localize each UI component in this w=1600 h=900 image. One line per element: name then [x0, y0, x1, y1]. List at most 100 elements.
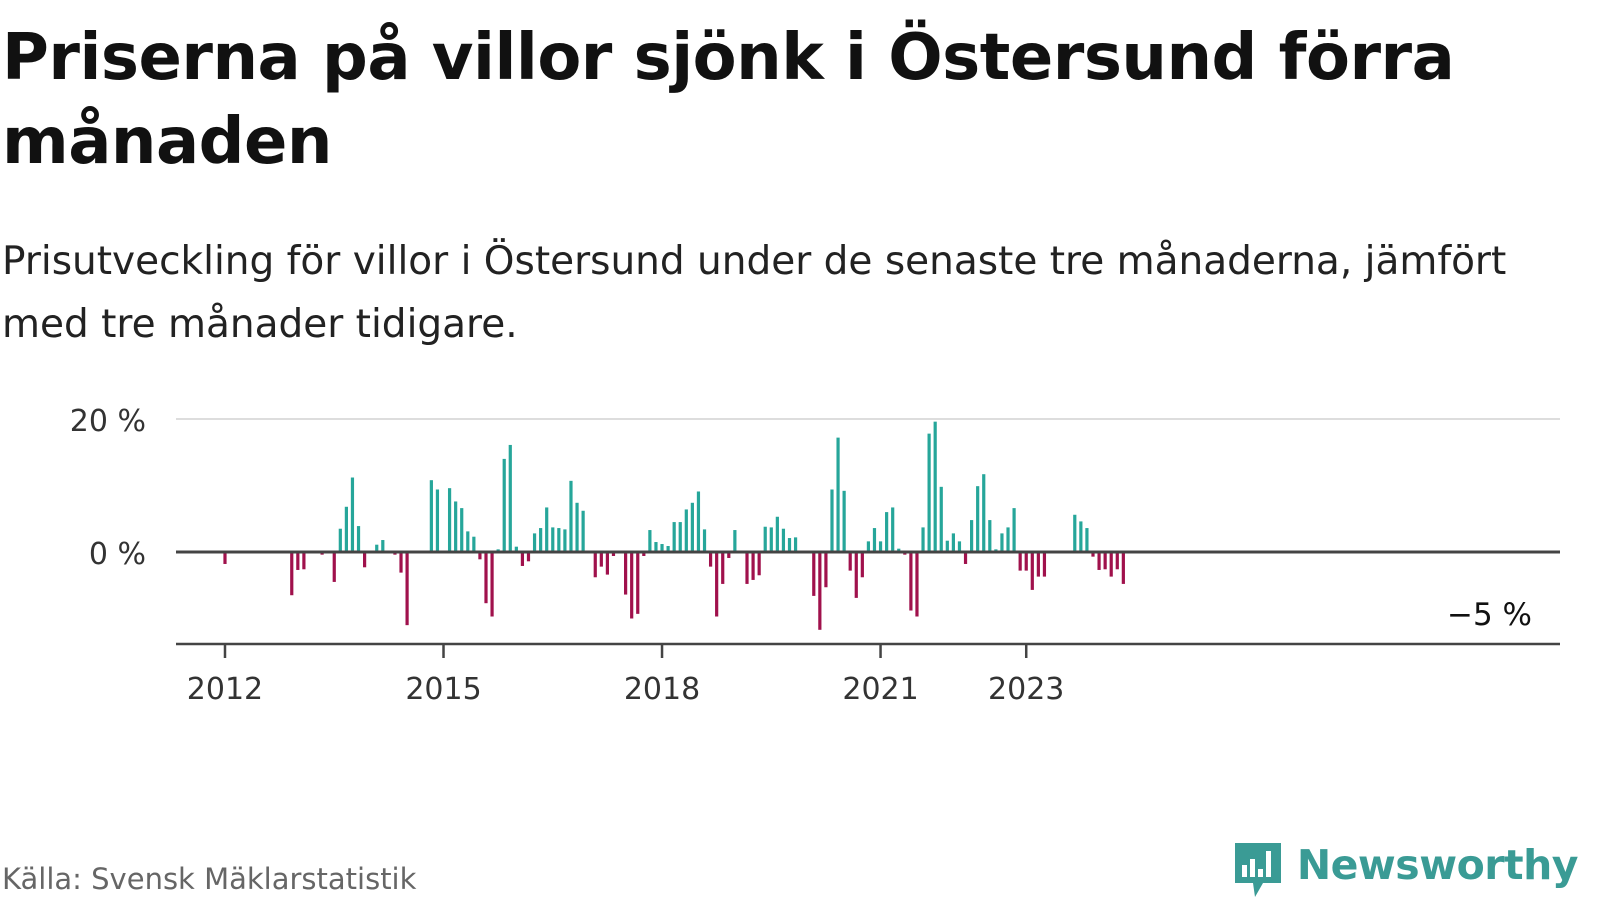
- bar: [818, 552, 822, 630]
- x-axis-labels: 2012 2015 2018 2021 2023: [187, 672, 1065, 707]
- bar: [490, 552, 494, 617]
- bar: [933, 421, 937, 552]
- bar: [223, 552, 227, 564]
- bar: [733, 530, 737, 552]
- bar: [435, 489, 440, 552]
- brand-name: Newsworthy: [1296, 841, 1579, 889]
- bar: [690, 502, 694, 552]
- bar: [332, 552, 336, 582]
- bar: [988, 520, 992, 552]
- chart-subtitle: Prisutveckling för villor i Östersund un…: [2, 239, 1507, 347]
- bar: [842, 490, 846, 552]
- bar: [575, 502, 579, 552]
- bar: [1030, 552, 1034, 590]
- bar: [897, 548, 901, 552]
- bar: [545, 507, 549, 552]
- bar: [290, 552, 294, 596]
- bar: [787, 538, 792, 552]
- bar: [478, 552, 482, 560]
- x-tick-label: 2012: [187, 672, 263, 707]
- bar: [302, 552, 306, 570]
- bar: [945, 540, 949, 552]
- bar: [350, 477, 355, 552]
- bar: [338, 528, 342, 552]
- x-tick-label: 2018: [624, 672, 700, 707]
- bar: [484, 552, 488, 604]
- brand-logo: Newsworthy: [1233, 840, 1579, 897]
- bar: [593, 552, 597, 578]
- bar: [539, 528, 543, 552]
- bar-chart: 0 % 20 % 2012 2015 2018 2021 2023 −5 %: [70, 404, 1560, 707]
- bar: [1036, 552, 1040, 577]
- bar: [751, 552, 755, 580]
- bar: [508, 444, 512, 552]
- bar: [648, 530, 652, 552]
- bar: [963, 552, 968, 564]
- axes: [176, 550, 1560, 658]
- bar: [957, 541, 962, 552]
- bars: [223, 421, 1125, 630]
- y-tick-label: 20 %: [70, 404, 146, 439]
- bar: [824, 552, 828, 588]
- bar: [356, 526, 361, 552]
- bar: [363, 552, 367, 568]
- bar: [793, 537, 798, 552]
- bar: [514, 546, 518, 552]
- bar: [982, 474, 986, 552]
- bar: [381, 540, 385, 552]
- bar: [1006, 527, 1010, 552]
- bar: [1097, 552, 1101, 570]
- bar: [569, 480, 573, 552]
- x-tick-label: 2015: [405, 672, 481, 707]
- bar: [636, 552, 640, 614]
- last-value-label: −5 %: [1447, 597, 1532, 633]
- bar: [605, 552, 609, 575]
- bar: [630, 552, 634, 619]
- bar: [836, 437, 840, 552]
- bar: [472, 536, 476, 552]
- bar: [520, 552, 525, 566]
- bar: [454, 501, 458, 552]
- bar: [927, 433, 931, 552]
- bar: [830, 489, 834, 552]
- bar: [624, 552, 628, 595]
- bar: [551, 527, 555, 552]
- bar: [781, 528, 786, 552]
- bar: [399, 552, 403, 573]
- bar: [1103, 552, 1107, 570]
- bar: [757, 552, 761, 576]
- bar: [1073, 514, 1077, 552]
- bar: [526, 552, 531, 562]
- bar: [344, 506, 348, 552]
- bar: [1115, 552, 1119, 570]
- bar: [702, 529, 707, 552]
- bar: [666, 546, 670, 552]
- bar: [915, 552, 919, 617]
- bar: [939, 486, 943, 552]
- bar: [532, 533, 537, 552]
- bar: [696, 491, 701, 552]
- bar: [1018, 552, 1022, 571]
- bar: [429, 480, 433, 552]
- bar: [745, 552, 749, 584]
- bar: [976, 486, 980, 552]
- bar: [678, 522, 682, 552]
- bar: [581, 510, 585, 552]
- bar: [951, 533, 955, 552]
- bar: [727, 552, 731, 558]
- bar: [642, 552, 646, 556]
- chart-bubble-icon: [1234, 843, 1281, 897]
- y-axis-labels: 0 % 20 %: [70, 404, 146, 572]
- bar: [557, 528, 561, 552]
- bar: [763, 526, 767, 552]
- bar: [970, 520, 974, 552]
- bar: [775, 516, 779, 552]
- bar: [721, 552, 725, 584]
- bar: [611, 552, 616, 556]
- bar: [848, 552, 852, 571]
- bar: [466, 531, 470, 552]
- bar: [660, 544, 664, 552]
- annotations: −5 %: [1447, 597, 1532, 633]
- bar: [878, 541, 883, 552]
- bar: [854, 552, 858, 598]
